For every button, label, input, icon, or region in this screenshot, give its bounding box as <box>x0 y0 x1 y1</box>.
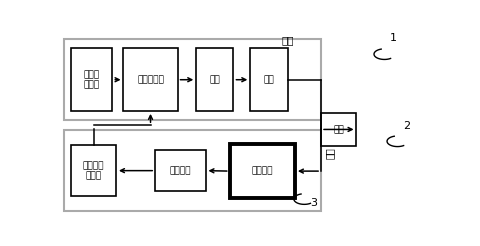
Text: 恢复数据: 恢复数据 <box>169 166 191 175</box>
Text: 调制: 调制 <box>209 75 220 84</box>
Bar <box>123 48 177 111</box>
Text: 1: 1 <box>389 33 396 43</box>
Bar <box>196 48 233 111</box>
Text: 2: 2 <box>402 121 409 131</box>
Text: 信道: 信道 <box>333 125 343 134</box>
Text: 预失真参
数计算: 预失真参 数计算 <box>83 161 104 180</box>
Bar <box>71 48 112 111</box>
Text: 发射: 发射 <box>281 35 294 45</box>
Bar <box>155 150 205 191</box>
Bar <box>250 48 287 111</box>
Text: 预失真模块: 预失真模块 <box>137 75 164 84</box>
Bar <box>71 145 116 196</box>
Bar <box>321 113 356 146</box>
Bar <box>229 144 294 198</box>
Bar <box>64 39 321 121</box>
Text: 同步解调: 同步解调 <box>251 167 273 176</box>
Text: 测试数
据生成: 测试数 据生成 <box>84 70 100 89</box>
Bar <box>64 130 321 211</box>
Text: 3: 3 <box>309 198 316 208</box>
Text: 接收: 接收 <box>324 147 334 158</box>
Text: 功放: 功放 <box>263 75 274 84</box>
